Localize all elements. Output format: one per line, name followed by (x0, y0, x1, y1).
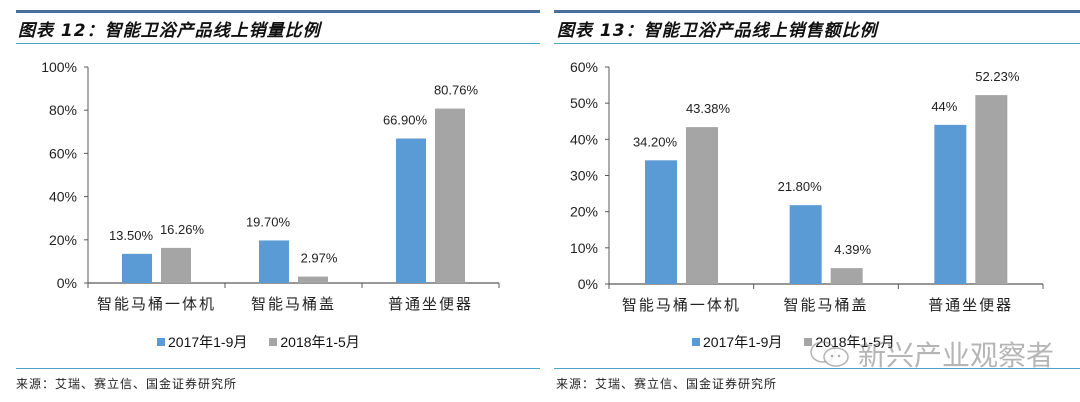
legend-item-2018: 2018年1-5月 (804, 332, 895, 352)
bar (298, 276, 328, 283)
data-label: 19.70% (246, 214, 291, 229)
y-tick-label: 30% (570, 168, 598, 184)
legend-item-2017: 2017年1-9月 (157, 332, 247, 352)
chart-legend: 2017年1-9月 2018年1-5月 (692, 332, 895, 352)
watermark: 新兴产业观察者 (808, 334, 1054, 374)
legend-swatch-gray (269, 338, 278, 346)
data-label: 2.97% (301, 251, 338, 266)
bar (830, 268, 863, 284)
data-label: 52.23% (975, 69, 1020, 84)
source-note: 来源：艾瑞、赛立信、国金证券研究所 (16, 377, 238, 391)
title-rule (554, 43, 1080, 44)
bar (686, 127, 718, 284)
legend-swatch-gray (804, 338, 813, 346)
data-label: 16.26% (160, 222, 205, 237)
bar (645, 160, 677, 284)
legend-item-2017: 2017年1-9月 (692, 332, 782, 352)
watermark-text: 新兴产业观察者 (858, 339, 1055, 372)
bottom-rule (554, 368, 1080, 369)
y-tick-label: 0% (578, 276, 598, 292)
x-category-label: 普通坐便器 (388, 296, 473, 313)
chart-title: 图表 13：智能卫浴产品线上销售额比例 (557, 21, 878, 41)
y-tick-label: 100% (41, 59, 77, 75)
x-category-label: 普通坐便器 (928, 297, 1013, 314)
bar-chart-sales-revenue: 0% 10% 20% 30% 40% 50% 60% 智能马桶一体机 34.20% 43.38% 智… (570, 59, 1044, 314)
bottom-rule (16, 368, 540, 369)
y-tick-label: 50% (570, 95, 598, 111)
data-label: 80.76% (434, 83, 479, 98)
y-tick-label: 60% (49, 145, 77, 161)
bar (122, 253, 152, 283)
legend-label: 2018年1-5月 (815, 334, 895, 350)
title-rule (16, 43, 540, 44)
data-label: 4.39% (834, 242, 871, 257)
top-rule (16, 10, 540, 13)
y-tick-label: 20% (570, 204, 598, 220)
data-label: 43.38% (686, 101, 731, 116)
y-tick-label: 80% (49, 102, 77, 118)
data-label: 13.50% (109, 228, 154, 243)
y-tick-label: 60% (570, 59, 598, 75)
y-tick-label: 40% (570, 131, 598, 147)
chart-panel-sales-revenue: 图表 13：智能卫浴产品线上销售额比例 0% 10% 20% 30% 40% 50% 60%… (540, 0, 1080, 402)
chart-legend: 2017年1-9月 2018年1-5月 (157, 332, 360, 352)
data-label: 66.90% (383, 112, 428, 127)
data-label: 21.80% (778, 179, 823, 194)
bar (975, 95, 1008, 284)
chart-title: 图表 12：智能卫浴产品线上销量比例 (18, 21, 321, 41)
x-category-label: 智能马桶盖 (783, 296, 868, 314)
y-tick-label: 20% (49, 232, 77, 248)
bar (435, 108, 465, 283)
legend-label: 2018年1-5月 (280, 334, 360, 350)
bar (396, 138, 426, 283)
legend-item-2018: 2018年1-5月 (269, 332, 360, 352)
legend-swatch-blue (157, 338, 165, 346)
bar-chart-sales-volume: 0% 20% 40% 60% 80% 100% 智能马桶一体机 13.50% 16.26% 智能马… (41, 59, 500, 313)
y-tick-label: 40% (49, 189, 77, 205)
legend-label: 2017年1-9月 (168, 334, 248, 350)
bar (934, 124, 967, 284)
bar (789, 205, 822, 284)
y-tick-label: 10% (570, 240, 598, 256)
y-tick-label: 0% (57, 275, 77, 291)
x-category-label: 智能马桶一体机 (97, 295, 216, 313)
bar (161, 247, 191, 283)
source-note: 来源：艾瑞、赛立信、国金证券研究所 (556, 377, 778, 391)
data-label: 44% (931, 99, 957, 114)
legend-label: 2017年1-9月 (703, 334, 783, 350)
legend-swatch-blue (692, 338, 700, 346)
wechat-icon (810, 341, 849, 367)
chart-panel-sales-volume: 图表 12：智能卫浴产品线上销量比例 0% 20% 40% 60% 80% 100% 智能马… (16, 10, 540, 391)
top-rule (554, 10, 1080, 13)
data-label: 34.20% (633, 134, 678, 149)
x-category-label: 智能马桶一体机 (622, 296, 741, 314)
bar (259, 240, 289, 283)
x-category-label: 智能马桶盖 (251, 295, 336, 313)
